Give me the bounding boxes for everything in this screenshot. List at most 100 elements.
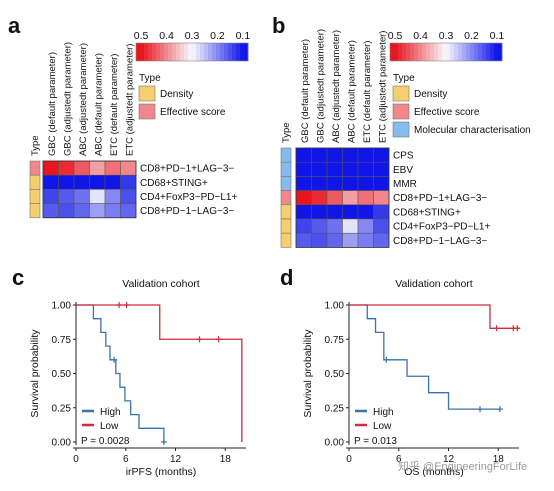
heatmap-cell xyxy=(120,174,137,190)
heatmap-cell xyxy=(104,160,121,176)
legend-label: Density xyxy=(414,89,447,100)
heatmap-cell xyxy=(342,176,359,191)
x-tick-label: 18 xyxy=(220,454,232,465)
scale-segment xyxy=(228,43,233,61)
row-label: CPS xyxy=(393,151,414,162)
panel-c-km-plot: Validation cohort 0.00 0.25 0.50 0.75 1.00 0 6 1… xyxy=(29,278,246,478)
heatmap-cell xyxy=(342,204,359,220)
y-tick-label: 0.00 xyxy=(325,438,345,449)
column-label: GBC (adjustedt parameter) xyxy=(315,29,326,143)
scale-segment xyxy=(474,43,479,61)
heatmap-cell xyxy=(342,147,359,163)
scale-segment xyxy=(390,43,395,61)
scale-tick-label: 0.3 xyxy=(185,30,200,42)
panel-label-c: c xyxy=(12,265,24,290)
heatmap-cell xyxy=(42,160,59,176)
heatmap-cell xyxy=(342,232,359,248)
heatmap-cell xyxy=(89,203,106,219)
scale-segment xyxy=(438,43,443,61)
heatmap-cell xyxy=(42,189,59,204)
scale-segment xyxy=(482,43,487,61)
scale-tick-label: 0.4 xyxy=(413,30,428,42)
scale-segment xyxy=(184,43,189,61)
scale-tick-label: 0.1 xyxy=(236,30,251,42)
column-label: ETC (adjustedt parameter) xyxy=(124,44,135,156)
scale-tick-label: 0.5 xyxy=(134,30,149,42)
row-label: EBV xyxy=(393,165,413,176)
heatmap-cell xyxy=(326,147,343,163)
row-label: CD68+STING+ xyxy=(393,207,461,218)
km-curve-low xyxy=(349,304,520,329)
heatmap-cell xyxy=(357,176,374,191)
legend-label: Low xyxy=(373,421,392,432)
scale-segment xyxy=(216,43,221,61)
heatmap-cell xyxy=(58,189,75,204)
heatmap-cell xyxy=(89,174,106,190)
chart-title: Validation cohort xyxy=(395,278,473,290)
column-label: GBC (adjustedt parameter) xyxy=(62,42,73,156)
legend-title: Type xyxy=(139,73,161,84)
heatmap-cell xyxy=(58,160,75,176)
chart-title: Validation cohort xyxy=(122,278,200,290)
heatmap-cell xyxy=(58,174,75,190)
legend-swatch xyxy=(138,85,156,102)
panel-label-a: a xyxy=(8,13,21,38)
heatmap-cell xyxy=(326,190,343,206)
x-tick-label: 6 xyxy=(123,454,129,465)
heatmap-cell xyxy=(373,161,390,177)
scale-segment xyxy=(398,43,403,61)
heatmap-cell xyxy=(295,161,312,177)
scale-segment xyxy=(240,43,245,61)
p-value-annotation: P = 0.013 xyxy=(354,436,397,447)
type-header: Type xyxy=(281,122,292,143)
scale-segment xyxy=(144,43,149,61)
panel-label-d: d xyxy=(280,265,293,290)
scale-segment xyxy=(462,43,467,61)
legend-label: Molecular characterisation xyxy=(414,125,531,136)
censor-mark xyxy=(514,325,521,332)
type-cell xyxy=(280,204,292,220)
scale-segment xyxy=(470,43,475,61)
type-cell xyxy=(29,174,41,190)
heatmap-cell xyxy=(311,232,328,248)
panel-b-heatmap: GBC (default parameter) GBC (adjustedt pa… xyxy=(280,29,531,248)
scale-segment xyxy=(188,43,193,61)
column-label: ETC (default parameter) xyxy=(362,41,373,143)
scale-segment xyxy=(172,43,177,61)
heatmap-cell xyxy=(104,189,121,204)
scale-tick-label: 0.1 xyxy=(490,30,505,42)
heatmap-cell xyxy=(373,190,390,206)
scale-segment xyxy=(208,43,213,61)
heatmap-cell xyxy=(89,189,106,204)
y-tick-label: 0.75 xyxy=(325,335,345,346)
scale-segment xyxy=(402,43,407,61)
heatmap-cell xyxy=(120,189,137,204)
scale-segment xyxy=(232,43,237,61)
scale-segment xyxy=(176,43,181,61)
heatmap-cell xyxy=(373,147,390,163)
heatmap-cell xyxy=(357,218,374,234)
scale-segment xyxy=(466,43,471,61)
legend-swatch xyxy=(392,85,410,102)
y-tick-label: 0.50 xyxy=(52,369,72,380)
scale-segment xyxy=(490,43,495,61)
heatmap-cell xyxy=(311,218,328,234)
row-label: CD68+STING+ xyxy=(140,178,208,189)
scale-segment xyxy=(414,43,419,61)
legend-swatch xyxy=(138,103,156,120)
scale-border xyxy=(389,42,503,62)
row-label: CD4+FoxP3−PD−L1+ xyxy=(140,192,237,203)
row-label: CD8+PD−1−LAG−3− xyxy=(393,236,487,247)
heatmap-cell xyxy=(357,190,374,206)
scale-segment xyxy=(422,43,427,61)
column-label: ABC (adjustedt parameter) xyxy=(331,30,342,143)
censor-mark xyxy=(493,325,500,332)
column-label: ABC (default parameter) xyxy=(93,53,104,156)
panel-label-b: b xyxy=(272,13,285,38)
scale-segment xyxy=(160,43,165,61)
heatmap-cell xyxy=(58,203,75,219)
heatmap-cell xyxy=(295,176,312,191)
heatmap-cell xyxy=(357,147,374,163)
heatmap-cell xyxy=(295,147,312,163)
